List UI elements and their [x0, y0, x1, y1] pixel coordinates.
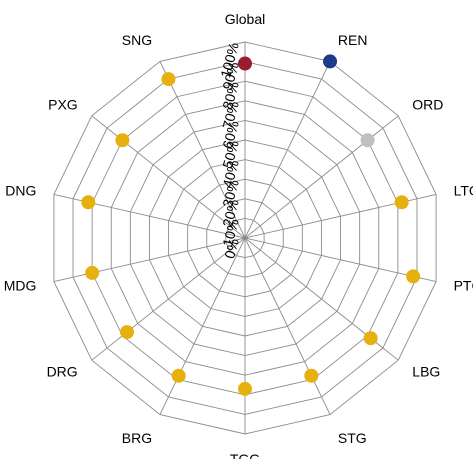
data-points	[81, 54, 421, 396]
tick-label: 70%	[219, 99, 242, 130]
category-label-lbg: LBG	[412, 363, 440, 379]
data-point-brg	[171, 368, 186, 383]
radial-tick-labels: 0%10%20%30%40%50%60%70%80%90%100%	[217, 41, 242, 261]
data-point-dng	[81, 195, 96, 210]
category-labels: Global REN ORD LTG PTG LBG STG TGG BRG DRG MDG DNG P…	[4, 11, 473, 459]
category-label-pxg: PXG	[48, 97, 78, 113]
spoke-brg	[159, 237, 246, 415]
tick-label: 80%	[219, 80, 242, 111]
data-point-ren	[323, 54, 338, 69]
data-point-ltg	[394, 195, 409, 210]
data-point-pxg	[115, 133, 130, 148]
data-point-ptg	[406, 269, 421, 284]
spoke-drg	[91, 237, 246, 361]
tick-label: 10%	[219, 217, 242, 248]
spoke-ptg	[244, 237, 437, 283]
data-point-lbg	[363, 331, 378, 346]
tick-label: 30%	[219, 178, 242, 209]
data-point-tgg	[238, 381, 252, 396]
spoke-ord	[244, 115, 399, 239]
tick-label: 40%	[219, 158, 242, 189]
category-label-mdg: MDG	[4, 278, 37, 294]
category-label-tgg: TGG	[230, 451, 260, 459]
tick-label: 0%	[221, 237, 242, 261]
category-label-ord: ORD	[412, 97, 443, 113]
data-point-global	[238, 56, 252, 71]
tick-label: 60%	[219, 119, 242, 150]
tick-label: 20%	[219, 197, 242, 228]
category-label-ptg: PTG	[454, 278, 473, 294]
data-point-ord	[360, 133, 375, 148]
category-label-brg: BRG	[122, 430, 152, 446]
category-label-ltg: LTG	[454, 182, 473, 198]
category-label-global: Global	[225, 11, 265, 27]
category-label-ren: REN	[338, 32, 368, 48]
category-label-drg: DRG	[47, 363, 78, 379]
data-point-sng	[161, 72, 176, 87]
category-label-sng: SNG	[122, 32, 152, 48]
tick-label: 50%	[219, 139, 242, 170]
spoke-stg	[244, 237, 331, 415]
spoke-ren	[244, 61, 331, 239]
data-point-drg	[120, 325, 135, 340]
category-label-stg: STG	[338, 430, 367, 446]
data-point-stg	[304, 368, 319, 383]
category-label-dng: DNG	[5, 182, 36, 198]
tick-label: 90%	[219, 60, 242, 91]
spoke-sng	[159, 61, 246, 239]
data-point-mdg	[85, 265, 100, 280]
